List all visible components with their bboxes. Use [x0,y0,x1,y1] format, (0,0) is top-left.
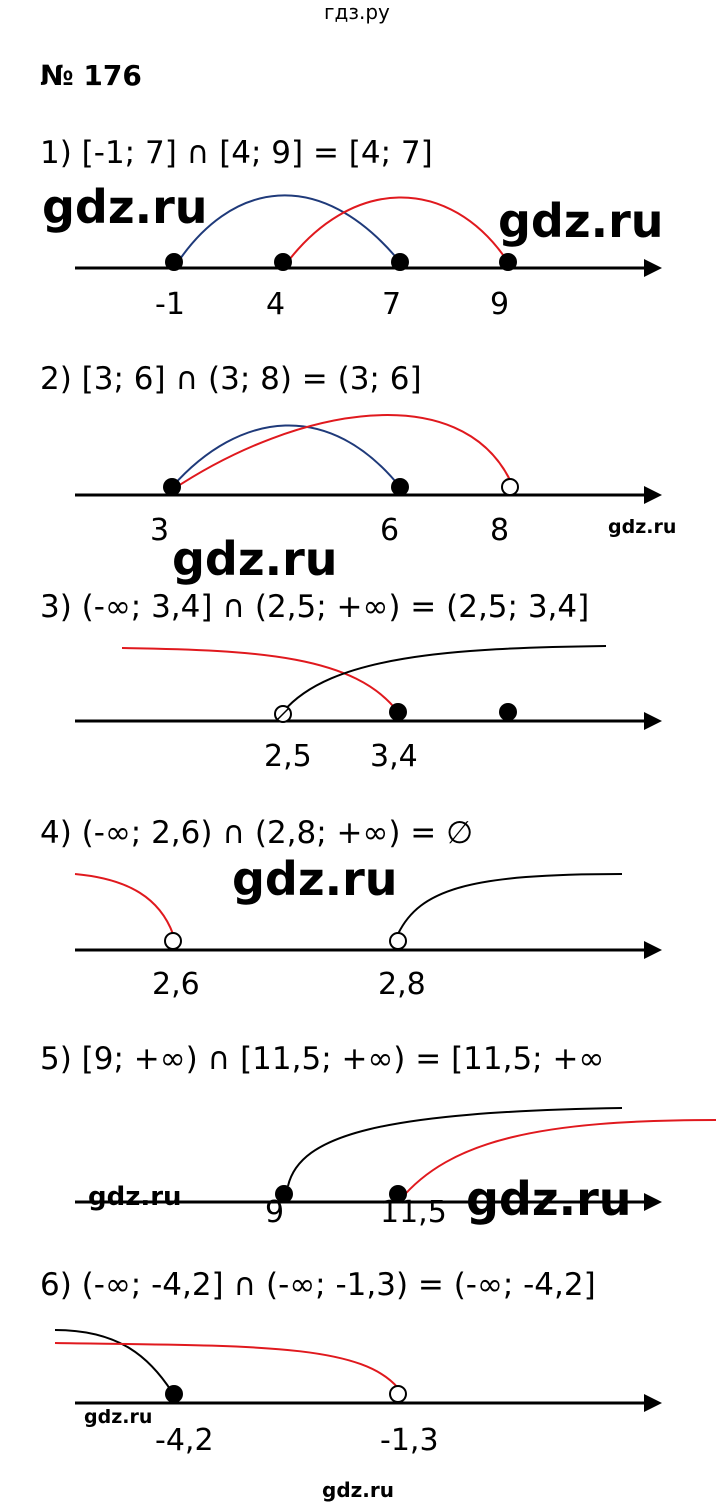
ray-black [282,645,607,713]
site-header: гдз.ру [324,0,390,24]
tick-label: 2,8 [378,967,426,1002]
point-filled [163,478,181,496]
task-6-statement: 6) (-∞; -4,2] ∩ (-∞; -1,3) = (-∞; -4,2] [40,1267,596,1303]
watermark: gdz.ru [498,194,664,248]
axis-arrow [644,941,662,959]
point-filled [499,703,517,721]
axis-arrow [644,259,662,277]
tick-label: 3 [150,513,170,548]
axis-arrow [644,1394,662,1412]
tick-label: 7 [382,287,402,322]
tick-label: 6 [380,513,400,548]
task-5-statement: 5) [9; +∞) ∩ [11,5; +∞) = [11,5; +∞ [40,1041,605,1077]
task-4-statement: 4) (-∞; 2,6) ∩ (2,8; +∞) = ∅ [40,815,474,851]
point-open [389,1385,407,1403]
tick-label: 2,5 [264,739,312,774]
point-filled [165,1385,183,1403]
ray-red [74,873,174,935]
axis-arrow [644,486,662,504]
point-filled [274,253,292,271]
tick-label: 4 [266,287,286,322]
ray-red [121,647,399,713]
point-open [501,478,519,496]
arc-red [171,414,511,491]
tick-label: 9 [490,287,510,322]
task-6-number-line [54,1329,662,1412]
ray-red [399,1119,717,1201]
tick-label: 8 [490,513,510,548]
point-filled [275,1185,293,1203]
watermark: gdz.ru [172,532,338,586]
task-4-number-line [74,873,662,959]
arc-blue [171,424,401,488]
ray-red [54,1342,399,1389]
point-filled [391,478,409,496]
task-2-number-line [75,414,662,504]
tick-label: 11,5 [380,1195,447,1230]
ray-black [54,1329,173,1393]
task-1-statement: 1) [-1; 7] ∩ [4; 9] = [4; 7] [40,135,433,171]
point-open [389,932,407,950]
task-1-number-line [75,194,662,277]
task-2-statement: 2) [3; 6] ∩ (3; 8) = (3; 6] [40,361,422,397]
tick-label: 9 [265,1195,285,1230]
watermark: gdz.ru [42,180,208,234]
watermark: gdz.ru [232,852,398,906]
ray-black [397,873,623,935]
problem-title: № 176 [40,59,142,92]
axis-arrow [644,1193,662,1211]
axis-arrow [644,712,662,730]
watermark: gdz.ru [608,516,677,538]
point-filled [389,1185,407,1203]
footer-site: gdz.ru [322,1478,394,1502]
tick-label: -4,2 [155,1423,214,1458]
watermark: gdz.ru [466,1172,632,1226]
task-3-statement: 3) (-∞; 3,4] ∩ (2,5; +∞) = (2,5; 3,4] [40,589,590,625]
arc-red [282,196,509,269]
point-open [164,932,182,950]
task-3-number-line [75,645,662,730]
point-filled [165,253,183,271]
point-filled [499,253,517,271]
task-5-number-line [75,1107,717,1211]
watermark: gdz.ru [88,1182,182,1212]
tick-label: -1,3 [380,1423,439,1458]
tick-label: 2,6 [152,967,200,1002]
ray-black [287,1107,623,1187]
watermark: gdz.ru [84,1406,153,1428]
arc-blue [173,194,401,269]
point-filled [391,253,409,271]
tick-label: 3,4 [370,739,418,774]
tick-label: -1 [155,287,185,322]
point-filled [389,703,407,721]
